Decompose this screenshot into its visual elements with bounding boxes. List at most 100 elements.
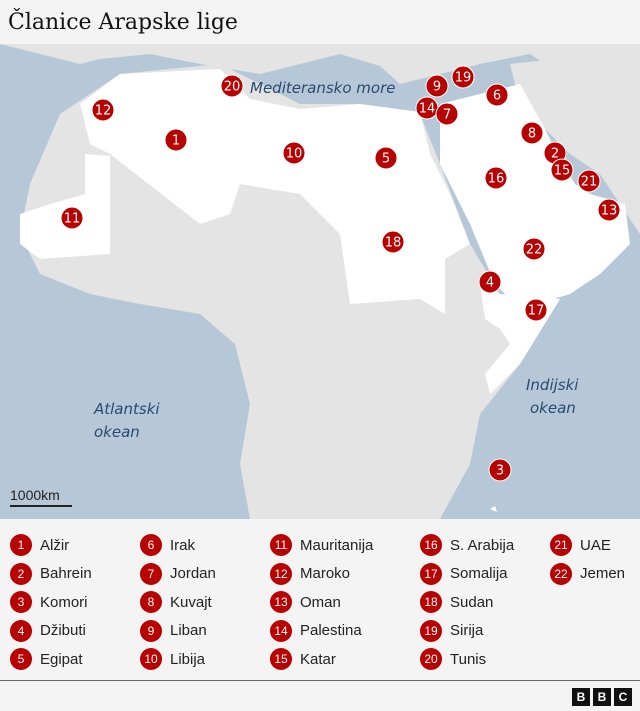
marker-circle [520,121,544,145]
legend-item: 2 Bahrein [10,562,92,586]
marker-number: 12 [95,104,112,119]
marker-circle [220,74,244,98]
marker-number: 4 [486,276,494,291]
legend-item: 13 Oman [270,590,341,614]
legend-badge: 13 [270,591,292,613]
map-marker-22: 22 [522,237,546,261]
legend: 1 Alžir 2 Bahrein 3 Komori 4 Džibuti 5 Egipat 6 Ira… [10,533,640,673]
marker-circle [451,65,475,89]
marker-number: 11 [64,212,81,227]
legend-badge: 3 [10,591,32,613]
legend-item: 19 Sirija [420,619,483,643]
legend-country-name: Džibuti [40,622,86,639]
marker-circle [435,102,459,126]
legend-badge: 6 [140,534,162,556]
marker-circle [164,128,188,152]
legend-badge: 15 [270,648,292,670]
marker-circle [524,298,548,322]
marker-number: 6 [493,89,501,104]
legend-badge: 20 [420,648,442,670]
legend-item: 8 Kuvajt [140,590,212,614]
legend-badge: 19 [420,619,442,642]
legend-country-name: Oman [300,593,341,611]
marker-circle [484,166,508,190]
marker-number: 3 [496,464,504,479]
legend-item: 7 Jordan [140,562,216,586]
marker-circle [597,198,621,222]
marker-number: 1 [172,134,180,149]
map-marker-9: 9 [425,74,449,98]
map-marker-18: 18 [381,230,405,254]
legend-item: 18 Sudan [420,590,493,614]
legend-badge: 2 [10,562,32,585]
map-marker-2: 2 [543,141,567,165]
legend-item: 4 Džibuti [10,619,86,643]
legend-item: 9 Liban [140,619,207,643]
marker-number: 22 [526,243,543,258]
legend-country-name: Maroko [300,565,351,582]
sea-label-mediterranean: Mediteransko more [250,79,395,97]
marker-circle [60,206,84,230]
marker-circle [282,141,306,165]
map-marker-15: 15 [550,158,574,182]
map-marker-12: 12 [91,98,115,122]
marker-circle [381,230,405,254]
legend-country-name: Alžir [40,536,70,554]
legend-badge: 1 [10,534,32,556]
legend-country-name: Jemen [580,565,626,582]
map-marker-6: 6 [485,83,509,107]
comoros [490,506,497,512]
marker-circle [485,83,509,107]
legend-country-name: Bahrein [40,565,92,582]
legend-item: 15 Katar [270,647,336,671]
legend-badge: 22 [550,562,572,585]
map-marker-1: 1 [164,128,188,152]
map-marker-11: 11 [60,206,84,230]
legend-badge: 8 [140,591,162,613]
legend-item: 5 Egipat [10,647,83,671]
marker-number: 15 [554,164,571,179]
legend-item: 17 Somalija [420,562,508,586]
legend-badge: 7 [140,562,162,585]
legend-country-name: Liban [170,622,207,639]
marker-circle [425,74,449,98]
sea-label-atlantic-1: Atlantski [93,400,160,418]
mauritania [20,154,110,259]
iran-land [510,54,640,234]
scale-label: 1000km [10,487,60,503]
legend-country-name: Palestina [300,622,362,639]
map-marker-8: 8 [520,121,544,145]
legend-country-name: S. Arabija [450,536,515,554]
legend-item: 22 Jemen [550,562,625,586]
legend-badge: 14 [270,619,292,642]
legend-country-name: Libija [170,650,206,668]
map-marker-14: 14 [415,96,439,120]
legend-badge: 12 [270,562,292,585]
map: 1000km Mediteransko more Atlantski okean… [0,44,640,519]
marker-circle [478,270,502,294]
sea-label-atlantic-2: okean [94,423,140,441]
marker-number: 21 [581,175,598,190]
marker-number: 9 [433,80,441,95]
marker-circle [550,158,574,182]
map-marker-7: 7 [435,102,459,126]
legend-country-name: Sudan [450,593,494,611]
legend-badge: 4 [10,619,32,642]
legend-badge: 16 [420,534,442,556]
marker-number: 13 [601,204,618,219]
sea-label-indian-2: okean [530,399,576,417]
legend-item: 10 Libija [140,647,205,671]
legend-item: 12 Maroko [270,562,350,586]
legend-item: 1 Alžir [10,533,69,557]
legend-country-name: Kuvajt [170,593,212,611]
marker-circle [488,458,512,482]
legend-item: 16 S. Arabija [420,533,514,557]
marker-number: 20 [224,80,241,95]
legend-item: 3 Komori [10,590,88,614]
map-marker-10: 10 [282,141,306,165]
sea-label-indian-1: Indijski [526,376,579,394]
map-marker-16: 16 [484,166,508,190]
map-marker-3: 3 [488,458,512,482]
europe-land [0,44,640,104]
